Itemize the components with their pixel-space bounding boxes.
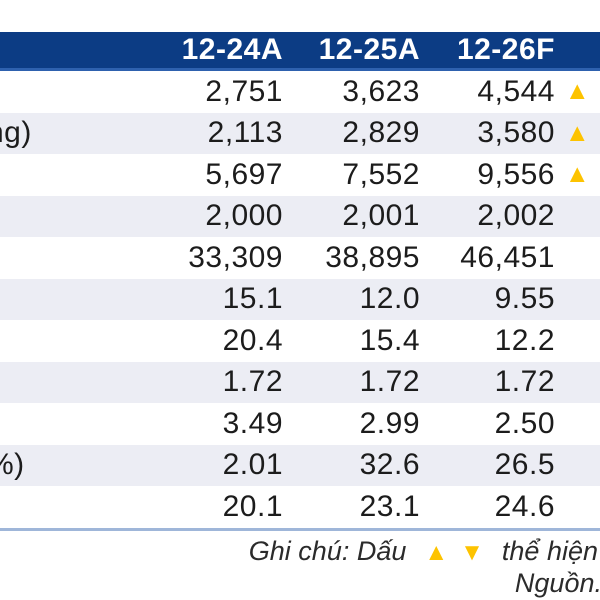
table-row: 2,751 3,623 4,544 ▲	[0, 71, 600, 113]
cell-value: 3.49	[222, 406, 283, 440]
table-row: 1.72 1.72 1.72	[0, 361, 600, 403]
table-row: 3.49 2.99 2.50	[0, 403, 600, 445]
table-header-row: 12-24A 12-25A 12-26F	[0, 32, 600, 71]
cell-value: 7,552	[342, 157, 420, 191]
cell-value: 38,895	[325, 240, 420, 274]
cell-value: 2,002	[477, 199, 555, 233]
cell-value: 5,697	[205, 157, 283, 191]
cell-value: 2,000	[205, 199, 283, 233]
up-triangle-icon: ▲	[564, 160, 591, 189]
cell-value: 2,001	[342, 199, 420, 233]
table-row: 33,309 38,895 46,451	[0, 237, 600, 279]
up-triangle-icon: ▲	[564, 77, 591, 106]
cell-value: 15.1	[222, 282, 283, 316]
cell-value: 46,451	[460, 240, 555, 274]
footnote: Ghi chú: Dấu ▲ ▼ thể hiện Nguồn.	[0, 536, 600, 599]
column-header-12-25A: 12-25A	[318, 33, 420, 66]
up-triangle-icon: ▲	[564, 118, 591, 147]
cell-value: 1.72	[494, 365, 555, 399]
cell-value: 4,544	[477, 74, 555, 108]
cell-value: 12.0	[359, 282, 420, 316]
financial-table: 12-24A 12-25A 12-26F 2,751 3,623 4,544 ▲…	[0, 32, 600, 599]
cell-value: 20.1	[222, 489, 283, 523]
column-header-12-26F: 12-26F	[456, 33, 555, 66]
row-label-fragment: ng)	[0, 116, 32, 150]
cell-value: 20.4	[222, 323, 283, 357]
table-row: 5,697 7,552 9,556 ▲	[0, 154, 600, 196]
table-row: 20.1 23.1 24.6	[0, 486, 600, 528]
cell-value: 9,556	[477, 157, 555, 191]
cell-value: 2.01	[222, 448, 283, 482]
up-triangle-icon: ▲	[424, 538, 449, 566]
cell-value: 2.99	[359, 406, 420, 440]
cell-value: 9.55	[494, 282, 555, 316]
cell-value: 2,751	[205, 74, 283, 108]
cell-value: 15.4	[359, 323, 420, 357]
footnote-note-prefix: Ghi chú: Dấu	[248, 535, 407, 566]
cell-value: 2.50	[494, 406, 555, 440]
table-row: 2,000 2,001 2,002	[0, 195, 600, 237]
cell-value: 1.72	[222, 365, 283, 399]
cell-value: 24.6	[494, 489, 555, 523]
cell-value: 33,309	[188, 240, 283, 274]
cell-value: 26.5	[494, 448, 555, 482]
cell-value: 3,580	[477, 116, 555, 150]
footnote-note-suffix: thể hiện	[501, 535, 598, 566]
table-row: %) 2.01 32.6 26.5	[0, 444, 600, 486]
cell-value: 2,113	[207, 116, 283, 150]
row-label-fragment: %)	[0, 448, 25, 482]
cell-value: 3,623	[342, 74, 420, 108]
cell-value: 1.72	[359, 365, 420, 399]
cell-value: 23.1	[359, 489, 420, 523]
table-row: ng) 2,113 2,829 3,580 ▲	[0, 112, 600, 154]
cell-value: 32.6	[359, 448, 420, 482]
column-header-12-24A: 12-24A	[181, 33, 283, 66]
footnote-separator-line	[0, 527, 600, 531]
cell-value: 2,829	[342, 116, 420, 150]
cell-value: 12.2	[494, 323, 555, 357]
footnote-legend-line: Ghi chú: Dấu ▲ ▼ thể hiện	[0, 536, 598, 568]
down-triangle-icon: ▼	[460, 538, 484, 566]
table-row: 20.4 15.4 12.2	[0, 320, 600, 362]
footnote-source: Nguồn.	[514, 567, 600, 598]
table-row: 15.1 12.0 9.55	[0, 278, 600, 320]
